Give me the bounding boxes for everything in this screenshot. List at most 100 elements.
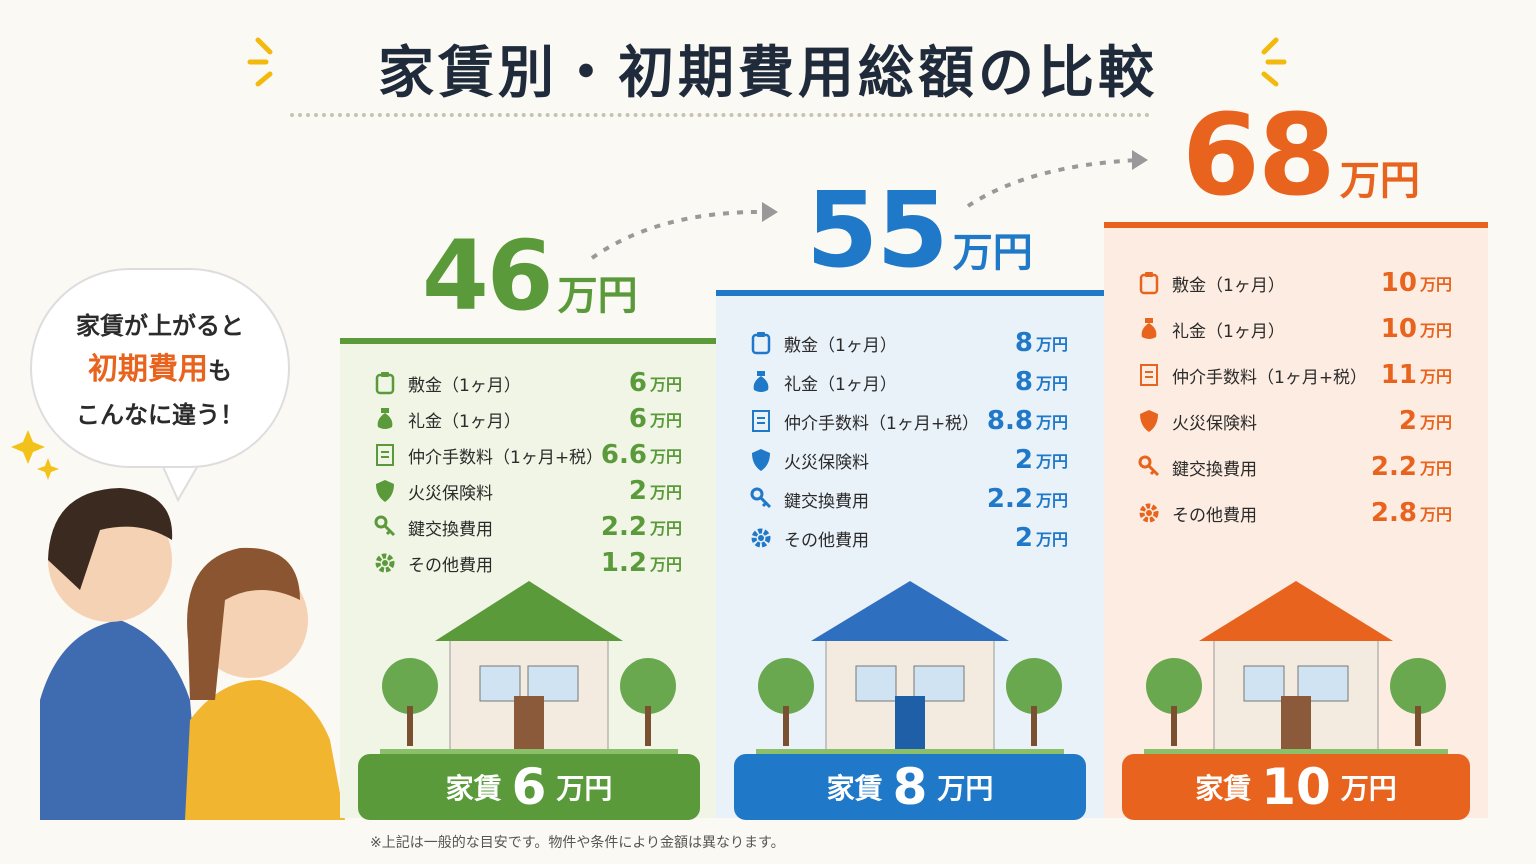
house-illustration [1144, 581, 1448, 755]
item-icon [753, 371, 769, 392]
cost-row: 仲介手数料（1ヶ月+税） 8.8 万円 [750, 406, 1068, 436]
rent-unit: 万円 [1340, 772, 1397, 805]
plan-total: 68 万円 [1182, 100, 1420, 212]
cost-amount: 6.6 [600, 440, 647, 470]
title: 家賃別・初期費用総額の比較 [378, 41, 1158, 106]
cost-label: その他費用 [784, 530, 869, 551]
item-icon [374, 515, 396, 537]
item-icon [1140, 410, 1158, 432]
cost-label: 鍵交換費用 [408, 519, 493, 540]
cost-unit: 万円 [1035, 491, 1068, 510]
cost-amount: 11 [1380, 360, 1417, 390]
cost-amount: 10 [1380, 314, 1417, 344]
sparks [247, 37, 1287, 87]
cost-row: 仲介手数料（1ヶ月+税） 11 万円 [1138, 360, 1452, 390]
cost-row: 仲介手数料（1ヶ月+税） 6.6 万円 [374, 440, 682, 470]
cost-amount: 2.2 [600, 512, 647, 542]
plan-panel: 敷金（1ヶ月） 6 万円 礼金（1ヶ月） 6 万円 仲介手数料（1ヶ月+税） 6.6 万円 火災保… [340, 338, 718, 820]
cost-unit: 万円 [1035, 530, 1068, 549]
cost-label: 鍵交換費用 [784, 491, 869, 512]
rent-label: 家賃 [445, 772, 502, 805]
cost-label: 火災保険料 [784, 452, 869, 473]
bubble-highlight: 初期費用 [88, 352, 208, 387]
cost-amount: 10 [1380, 268, 1417, 298]
cost-amount: 2.2 [986, 484, 1033, 514]
cost-row: その他費用 2 万円 [750, 523, 1068, 553]
cost-row: 礼金（1ヶ月） 8 万円 [750, 367, 1068, 397]
plan-panel: 敷金（1ヶ月） 8 万円 礼金（1ヶ月） 8 万円 仲介手数料（1ヶ月+税） 8.8 万円 火災保… [716, 290, 1104, 820]
total-unit: 万円 [952, 230, 1033, 276]
item-icon [1138, 455, 1160, 477]
item-icon [1139, 503, 1159, 523]
cost-label: その他費用 [408, 555, 493, 576]
cost-row: その他費用 2.8 万円 [1138, 498, 1452, 528]
cost-unit: 万円 [649, 519, 682, 538]
cost-amount: 6 [628, 368, 647, 398]
item-icon [750, 487, 772, 509]
item-icon [752, 410, 770, 432]
cost-label: 仲介手数料（1ヶ月+税） [784, 413, 980, 434]
cost-amount: 8 [1014, 367, 1033, 397]
cost-amount: 2 [1014, 445, 1033, 475]
footnote: ※上記は一般的な目安です。物件や条件により金額は異なります。 [370, 835, 785, 851]
item-icon [375, 372, 395, 395]
item-icon [752, 449, 770, 471]
total-number: 68 [1182, 91, 1336, 221]
rent-unit: 万円 [937, 772, 994, 805]
bubble-text: も [208, 357, 232, 385]
rent-amount: 10 [1261, 758, 1331, 816]
cost-amount: 2 [628, 476, 647, 506]
cost-label: 火災保険料 [1172, 413, 1257, 434]
cost-unit: 万円 [1035, 374, 1068, 393]
cost-unit: 万円 [649, 375, 682, 394]
rent-unit: 万円 [556, 772, 613, 805]
cost-unit: 万円 [649, 447, 682, 466]
plan-total: 55 万円 [806, 178, 1033, 282]
cost-unit: 万円 [1419, 321, 1452, 340]
item-icon [375, 553, 395, 573]
cost-label: 仲介手数料（1ヶ月+税） [408, 447, 604, 468]
cost-row: 火災保険料 2 万円 [750, 445, 1068, 475]
cost-label: 敷金（1ヶ月） [784, 335, 897, 356]
rent-badge: 家賃 8 万円 [734, 754, 1086, 820]
cost-label: 敷金（1ヶ月） [1172, 275, 1285, 296]
cost-unit: 万円 [1035, 413, 1068, 432]
cost-label: 敷金（1ヶ月） [408, 375, 521, 396]
cost-unit: 万円 [649, 411, 682, 430]
cost-amount: 1.2 [600, 548, 647, 578]
cost-unit: 万円 [1035, 335, 1068, 354]
divider [290, 113, 1150, 117]
item-icon [377, 408, 393, 429]
total-number: 46 [422, 220, 554, 332]
rent-badge: 家賃 10 万円 [1122, 754, 1470, 820]
cost-label: 礼金（1ヶ月） [784, 374, 897, 395]
item-icon [1141, 318, 1157, 339]
bubble-text: 家賃が上がると [76, 312, 244, 340]
bubble-text: こんなに違う！ [76, 401, 244, 429]
cost-row: その他費用 1.2 万円 [374, 548, 682, 578]
cost-row: 敷金（1ヶ月） 8 万円 [750, 328, 1068, 358]
rent-label: 家賃 [826, 772, 883, 805]
cost-unit: 万円 [1419, 505, 1452, 524]
cost-row: 鍵交換費用 2.2 万円 [374, 512, 682, 542]
speech-bubble: 家賃が上がると 初期費用も こんなに違う！ [30, 268, 290, 468]
cost-label: 鍵交換費用 [1172, 459, 1257, 480]
total-unit: 万円 [1339, 158, 1420, 204]
item-icon [1139, 272, 1159, 295]
cost-amount: 6 [628, 404, 647, 434]
cost-amount: 2.2 [1370, 452, 1417, 482]
cost-row: 火災保険料 2 万円 [1138, 406, 1452, 436]
people [40, 488, 345, 820]
cost-unit: 万円 [1035, 452, 1068, 471]
rent-label: 家賃 [1195, 772, 1252, 805]
cost-row: 敷金（1ヶ月） 6 万円 [374, 368, 682, 398]
item-icon [1140, 364, 1158, 386]
cost-row: 火災保険料 2 万円 [374, 476, 682, 506]
cost-unit: 万円 [649, 483, 682, 502]
cost-amount: 2 [1398, 406, 1417, 436]
cost-amount: 8.8 [986, 406, 1033, 436]
cost-unit: 万円 [1419, 459, 1452, 478]
rent-amount: 6 [511, 758, 547, 816]
